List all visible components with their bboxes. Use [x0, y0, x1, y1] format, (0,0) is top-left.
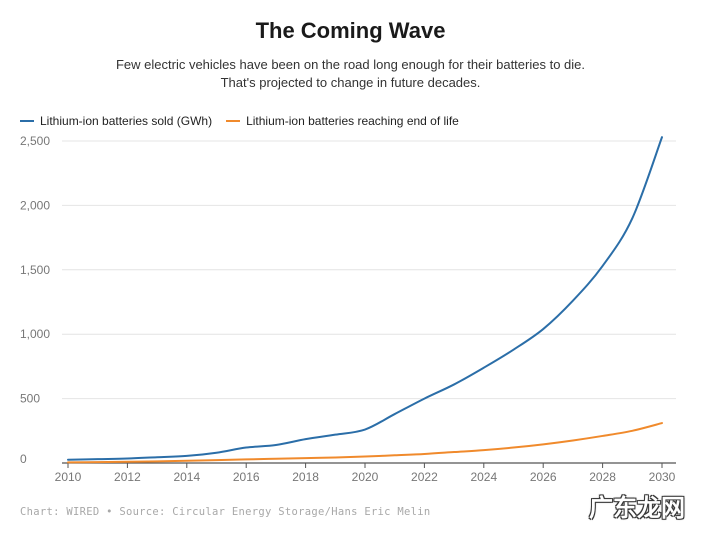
- x-tick-label: 2030: [649, 470, 676, 484]
- legend-label-end-of-life: Lithium-ion batteries reaching end of li…: [246, 114, 459, 128]
- x-tick-label: 2028: [589, 470, 616, 484]
- x-tick-label: 2014: [173, 470, 200, 484]
- chart-subtitle-line-2: That's projected to change in future dec…: [220, 75, 481, 90]
- y-tick-label: 2,000: [20, 198, 50, 212]
- chart-subtitle-line-1: Few electric vehicles have been on the r…: [115, 57, 585, 72]
- series-line-batteries-sold: [67, 136, 663, 461]
- x-tick-label: 2010: [55, 470, 82, 484]
- x-tick-label: 2024: [470, 470, 497, 484]
- y-tick-label: 0: [20, 452, 27, 466]
- legend-label-sold: Lithium-ion batteries sold (GWh): [40, 114, 213, 128]
- x-tick-label: 2016: [233, 470, 260, 484]
- legend-item-sold: Lithium-ion batteries sold (GWh): [20, 114, 212, 128]
- y-tick-label: 500: [20, 392, 40, 406]
- chart-source-note: Chart: WIRED • Source: Circular Energy S…: [20, 506, 431, 518]
- x-tick-label: 2012: [114, 470, 141, 484]
- x-tick-label: 2026: [530, 470, 557, 484]
- legend: Lithium-ion batteries sold (GWh) Lithium…: [20, 114, 473, 128]
- legend-swatch-sold: [20, 120, 34, 122]
- y-tick-label: 1,500: [20, 263, 50, 277]
- x-tick-label: 2018: [292, 470, 319, 484]
- x-tick-label: 2022: [411, 470, 438, 484]
- watermark-logo: 广东龙网: [589, 493, 685, 522]
- legend-swatch-end-of-life: [226, 120, 241, 122]
- legend-item-end-of-life: Lithium-ion batteries reaching end of li…: [226, 114, 459, 128]
- x-tick-label: 2020: [352, 470, 379, 484]
- y-tick-label: 2,500: [20, 134, 50, 148]
- series-line-end-of-life: [67, 422, 663, 464]
- chart-title: The Coming Wave: [255, 18, 446, 43]
- y-tick-label: 1,000: [20, 327, 50, 341]
